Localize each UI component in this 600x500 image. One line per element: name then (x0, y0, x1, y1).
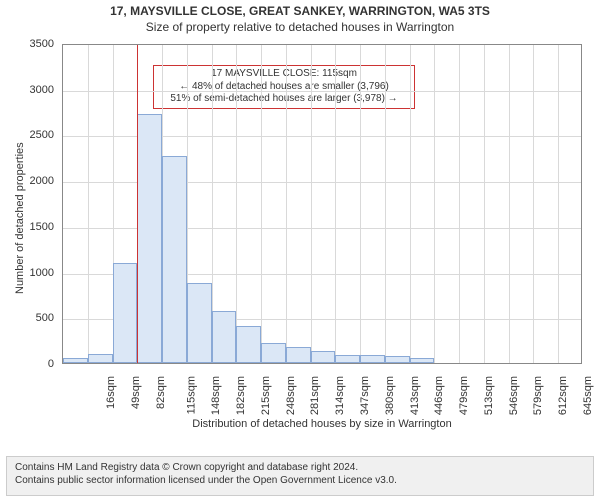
gridline-h (63, 91, 581, 92)
histogram-bar (162, 156, 187, 363)
x-tick-label: 612sqm (557, 376, 569, 415)
histogram-bar (261, 343, 286, 363)
x-tick-label: 281sqm (310, 376, 322, 415)
gridline-v (410, 45, 411, 363)
y-tick-label: 2000 (0, 175, 54, 187)
x-tick-label: 413sqm (409, 376, 421, 415)
x-tick-label: 380sqm (384, 376, 396, 415)
callout-line: 51% of semi-detached houses are larger (… (160, 93, 408, 106)
histogram-bar (137, 114, 162, 363)
histogram-bar (187, 283, 212, 363)
x-tick-label: 446sqm (433, 376, 445, 415)
x-tick-label: 314sqm (334, 376, 346, 415)
y-tick-label: 3000 (0, 84, 54, 96)
histogram-bar (113, 263, 138, 363)
y-tick-label: 0 (0, 358, 54, 370)
gridline-v (434, 45, 435, 363)
credits-line-2: Contains public sector information licen… (15, 474, 585, 487)
chart-area: Number of detached properties 17 MAYSVIL… (0, 36, 600, 446)
gridline-v (509, 45, 510, 363)
highlight-line (137, 45, 138, 363)
gridline-v (261, 45, 262, 363)
y-tick-label: 3500 (0, 38, 54, 50)
histogram-bar (410, 358, 435, 363)
credits-box: Contains HM Land Registry data © Crown c… (6, 456, 594, 496)
x-tick-label: 115sqm (185, 376, 197, 414)
histogram-bar (63, 358, 88, 363)
histogram-bar (88, 354, 113, 363)
x-tick-label: 215sqm (260, 376, 272, 415)
y-tick-label: 500 (0, 312, 54, 324)
histogram-bar (360, 355, 385, 363)
credits-line-1: Contains HM Land Registry data © Crown c… (15, 461, 585, 474)
plot-area: 17 MAYSVILLE CLOSE: 115sqm← 48% of detac… (62, 44, 582, 364)
chart-figure: 17, MAYSVILLE CLOSE, GREAT SANKEY, WARRI… (0, 0, 600, 500)
gridline-v (360, 45, 361, 363)
x-tick-label: 479sqm (458, 376, 470, 415)
gridline-v (311, 45, 312, 363)
x-tick-label: 513sqm (483, 376, 495, 415)
x-tick-label: 248sqm (285, 376, 297, 415)
x-tick-label: 148sqm (211, 376, 223, 415)
x-tick-label: 49sqm (130, 376, 142, 409)
histogram-bar (335, 355, 360, 363)
histogram-bar (236, 326, 261, 363)
callout-line: 17 MAYSVILLE CLOSE: 115sqm (160, 68, 408, 81)
x-tick-label: 546sqm (508, 376, 520, 415)
page-subtitle: Size of property relative to detached ho… (0, 20, 600, 34)
y-tick-label: 2500 (0, 129, 54, 141)
y-tick-label: 1000 (0, 267, 54, 279)
x-axis-label: Distribution of detached houses by size … (62, 418, 582, 430)
gridline-v (459, 45, 460, 363)
gridline-v (558, 45, 559, 363)
x-tick-label: 579sqm (532, 376, 544, 415)
histogram-bar (212, 311, 237, 363)
x-tick-label: 645sqm (582, 376, 594, 415)
gridline-v (335, 45, 336, 363)
gridline-v (533, 45, 534, 363)
histogram-bar (286, 347, 311, 363)
gridline-v (385, 45, 386, 363)
highlight-callout: 17 MAYSVILLE CLOSE: 115sqm← 48% of detac… (153, 65, 415, 109)
y-tick-label: 1500 (0, 221, 54, 233)
histogram-bar (311, 351, 336, 363)
x-tick-label: 16sqm (105, 376, 117, 409)
gridline-v (236, 45, 237, 363)
page-title: 17, MAYSVILLE CLOSE, GREAT SANKEY, WARRI… (0, 4, 600, 18)
x-tick-label: 347sqm (359, 376, 371, 415)
gridline-v (88, 45, 89, 363)
x-tick-label: 182sqm (235, 376, 247, 415)
x-tick-label: 82sqm (155, 376, 167, 409)
histogram-bar (385, 356, 410, 363)
gridline-v (286, 45, 287, 363)
gridline-v (484, 45, 485, 363)
